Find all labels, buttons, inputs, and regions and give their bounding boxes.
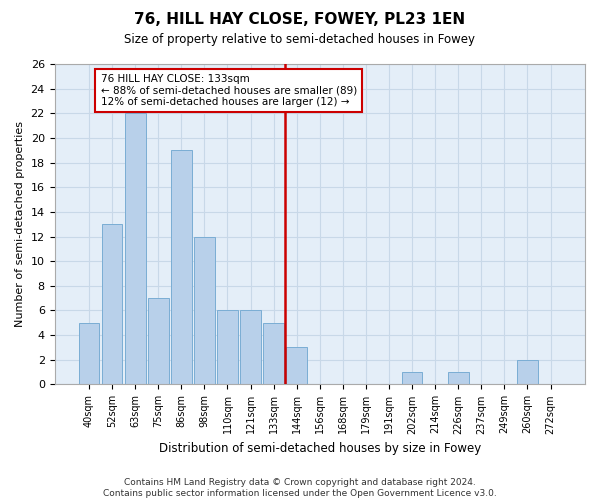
Bar bbox=[217, 310, 238, 384]
Bar bbox=[263, 323, 284, 384]
Y-axis label: Number of semi-detached properties: Number of semi-detached properties bbox=[15, 121, 25, 327]
Text: Size of property relative to semi-detached houses in Fowey: Size of property relative to semi-detach… bbox=[125, 32, 476, 46]
Text: 76, HILL HAY CLOSE, FOWEY, PL23 1EN: 76, HILL HAY CLOSE, FOWEY, PL23 1EN bbox=[134, 12, 466, 28]
Text: 76 HILL HAY CLOSE: 133sqm
← 88% of semi-detached houses are smaller (89)
12% of : 76 HILL HAY CLOSE: 133sqm ← 88% of semi-… bbox=[101, 74, 357, 107]
Bar bbox=[148, 298, 169, 384]
Bar bbox=[102, 224, 122, 384]
Bar bbox=[517, 360, 538, 384]
Text: Contains HM Land Registry data © Crown copyright and database right 2024.
Contai: Contains HM Land Registry data © Crown c… bbox=[103, 478, 497, 498]
Bar bbox=[194, 236, 215, 384]
Bar bbox=[79, 323, 100, 384]
Bar bbox=[171, 150, 192, 384]
X-axis label: Distribution of semi-detached houses by size in Fowey: Distribution of semi-detached houses by … bbox=[158, 442, 481, 455]
Bar bbox=[125, 114, 146, 384]
Bar bbox=[240, 310, 261, 384]
Bar bbox=[448, 372, 469, 384]
Bar bbox=[286, 348, 307, 385]
Bar bbox=[401, 372, 422, 384]
